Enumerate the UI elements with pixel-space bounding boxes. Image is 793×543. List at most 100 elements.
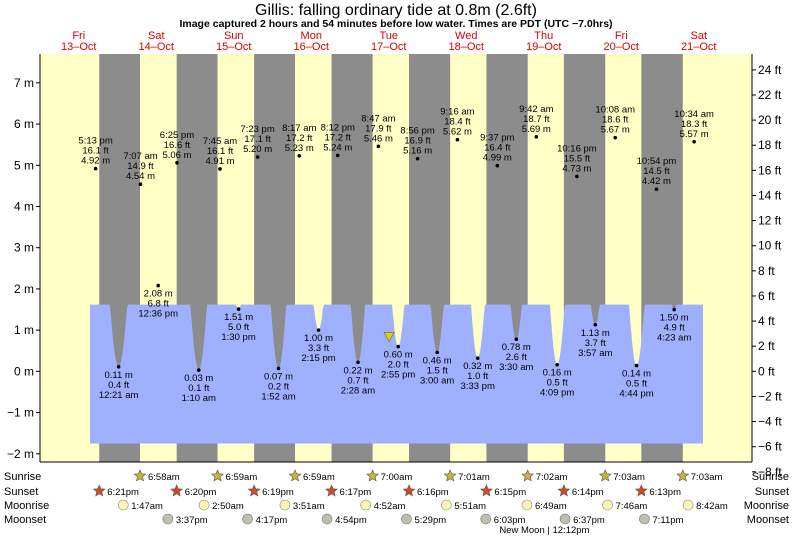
- tide-point: [613, 135, 618, 140]
- tide-m-label: 4.99 m: [483, 153, 512, 164]
- right-tick-label: 0 ft: [758, 364, 775, 378]
- day-weekday: Wed: [455, 30, 477, 42]
- sunset-row-label: Sunset: [4, 486, 38, 498]
- sunrise-time: 7:01am: [458, 472, 490, 483]
- tide-m-label: 4.73 m: [562, 163, 591, 174]
- tide-point: [415, 156, 420, 161]
- tide-time-label: 8:47 am: [361, 113, 395, 124]
- tide-m-label: 5.20 m: [243, 144, 272, 155]
- moonrise-icon: [117, 499, 129, 511]
- tide-point: [593, 322, 598, 327]
- day-date: 17–Oct: [371, 41, 406, 53]
- day-date: 16–Oct: [294, 41, 329, 53]
- tide-ft-label: 17.2 ft: [325, 132, 352, 143]
- sunset-icon: [170, 484, 184, 497]
- tide-ft-label: 18.4 ft: [444, 117, 471, 128]
- left-tick-label: 3 m: [14, 241, 34, 255]
- moonrise-icon: [360, 499, 372, 511]
- current-tide-marker: [383, 332, 395, 343]
- tide-m-label: 4.92 m: [81, 156, 110, 167]
- moonset-time: 5:29pm: [414, 515, 446, 526]
- sunrise-icon: [211, 469, 225, 482]
- tide-time-label: 1:30 pm: [221, 332, 255, 343]
- tide-m-label: 0.07 m: [264, 371, 293, 382]
- tide-time-label: 8:56 pm: [400, 126, 434, 137]
- tide-time-label: 10:08 am: [595, 105, 635, 116]
- left-tick-label: 1 m: [14, 323, 34, 337]
- chart-title: Gillis: falling ordinary tide at 0.8m (2…: [255, 2, 537, 19]
- right-tick-label: 2 ft: [758, 339, 775, 353]
- moonset-time: 6:03pm: [494, 515, 526, 526]
- tide-ft-label: 16.9 ft: [404, 136, 431, 147]
- left-tick-label: −2 m: [7, 447, 34, 461]
- tide-ft-label: 16.4 ft: [484, 143, 511, 154]
- tide-ft-label: 17.9 ft: [365, 123, 392, 134]
- day-weekday: Fri: [72, 30, 85, 42]
- tide-point: [175, 161, 179, 165]
- right-tick-label: 8 ft: [758, 264, 775, 278]
- tide-time-label: 12:21 am: [99, 390, 139, 401]
- right-tick-label: −4 ft: [758, 415, 782, 429]
- tide-time-label: 10:54 pm: [637, 156, 677, 167]
- tide-time-label: 7:45 am: [203, 136, 237, 147]
- moonset-time: 4:17pm: [256, 515, 288, 526]
- tide-point: [196, 368, 201, 372]
- sunrise-icon: [133, 469, 147, 482]
- moonset-time: 3:37pm: [176, 515, 208, 526]
- tide-area: [90, 304, 703, 444]
- moonset-time: 6:37pm: [573, 515, 605, 526]
- sunrise-row-label-right: Sunrise: [752, 471, 789, 483]
- day-weekday: Sun: [224, 30, 244, 42]
- tide-ft-label: 16.1 ft: [82, 146, 109, 157]
- tide-m-label: 4.42 m: [642, 176, 671, 187]
- tide-time-label: 5:13 pm: [78, 136, 112, 147]
- tide-ft-label: 4.9 ft: [664, 323, 685, 334]
- tide-point: [692, 139, 696, 144]
- tide-ft-label: 0.2 ft: [268, 381, 289, 392]
- tide-ft-label: 0.1 ft: [188, 383, 209, 394]
- moonset-icon: [639, 513, 650, 525]
- tide-time-label: 4:44 pm: [619, 389, 653, 400]
- moonset-time: 7:11pm: [652, 515, 683, 526]
- sunrise-time: 6:58am: [148, 472, 180, 483]
- tide-time-label: 3:00 am: [420, 375, 454, 386]
- chart-subtitle: Image captured 2 hours and 54 minutes be…: [179, 18, 612, 30]
- tide-point: [297, 153, 302, 158]
- sunrise-icon: [366, 469, 380, 482]
- day-date: 20–Oct: [604, 41, 639, 53]
- sunset-icon: [557, 484, 571, 497]
- tide-time-label: 1:52 am: [261, 391, 295, 402]
- right-tick-label: 16 ft: [758, 163, 782, 177]
- tide-m-label: 0.22 m: [343, 365, 372, 376]
- tide-ft-label: 18.3 ft: [681, 119, 708, 130]
- tide-point: [654, 187, 659, 191]
- tide-time-label: 9:16 am: [440, 107, 474, 118]
- tide-m-label: 5.46 m: [364, 133, 393, 144]
- tide-time-label: 10:34 am: [674, 109, 714, 120]
- moonrise-icon: [602, 499, 613, 511]
- right-tick-label: 4 ft: [758, 314, 775, 328]
- tide-m-label: 1.51 m: [224, 312, 253, 323]
- sunset-time: 6:21pm: [107, 487, 139, 498]
- tide-time-label: 3:33 pm: [461, 381, 495, 392]
- tide-point: [236, 307, 241, 311]
- right-tick-label: 18 ft: [758, 138, 782, 152]
- tide-m-label: 0.11 m: [104, 370, 132, 381]
- sunset-icon: [325, 484, 338, 497]
- tide-ft-label: 17.1 ft: [244, 134, 271, 145]
- tide-point: [514, 337, 519, 341]
- sunset-icon: [402, 484, 416, 497]
- sunset-icon: [247, 484, 261, 497]
- tide-m-label: 5.57 m: [680, 129, 709, 140]
- tide-m-label: 1.00 m: [304, 333, 333, 344]
- tide-time-label: 4:09 pm: [540, 388, 574, 399]
- tide-point: [276, 366, 281, 371]
- tide-time-label: 4:23 am: [657, 333, 691, 344]
- tide-ft-label: 18.7 ft: [523, 114, 550, 125]
- tide-ft-label: 16.1 ft: [207, 146, 234, 157]
- sunset-row-label-right: Sunset: [755, 486, 789, 498]
- day-date: 15–Oct: [216, 41, 251, 53]
- tide-time-label: 12:36 pm: [138, 309, 178, 320]
- tide-m-label: 0.32 m: [463, 361, 492, 372]
